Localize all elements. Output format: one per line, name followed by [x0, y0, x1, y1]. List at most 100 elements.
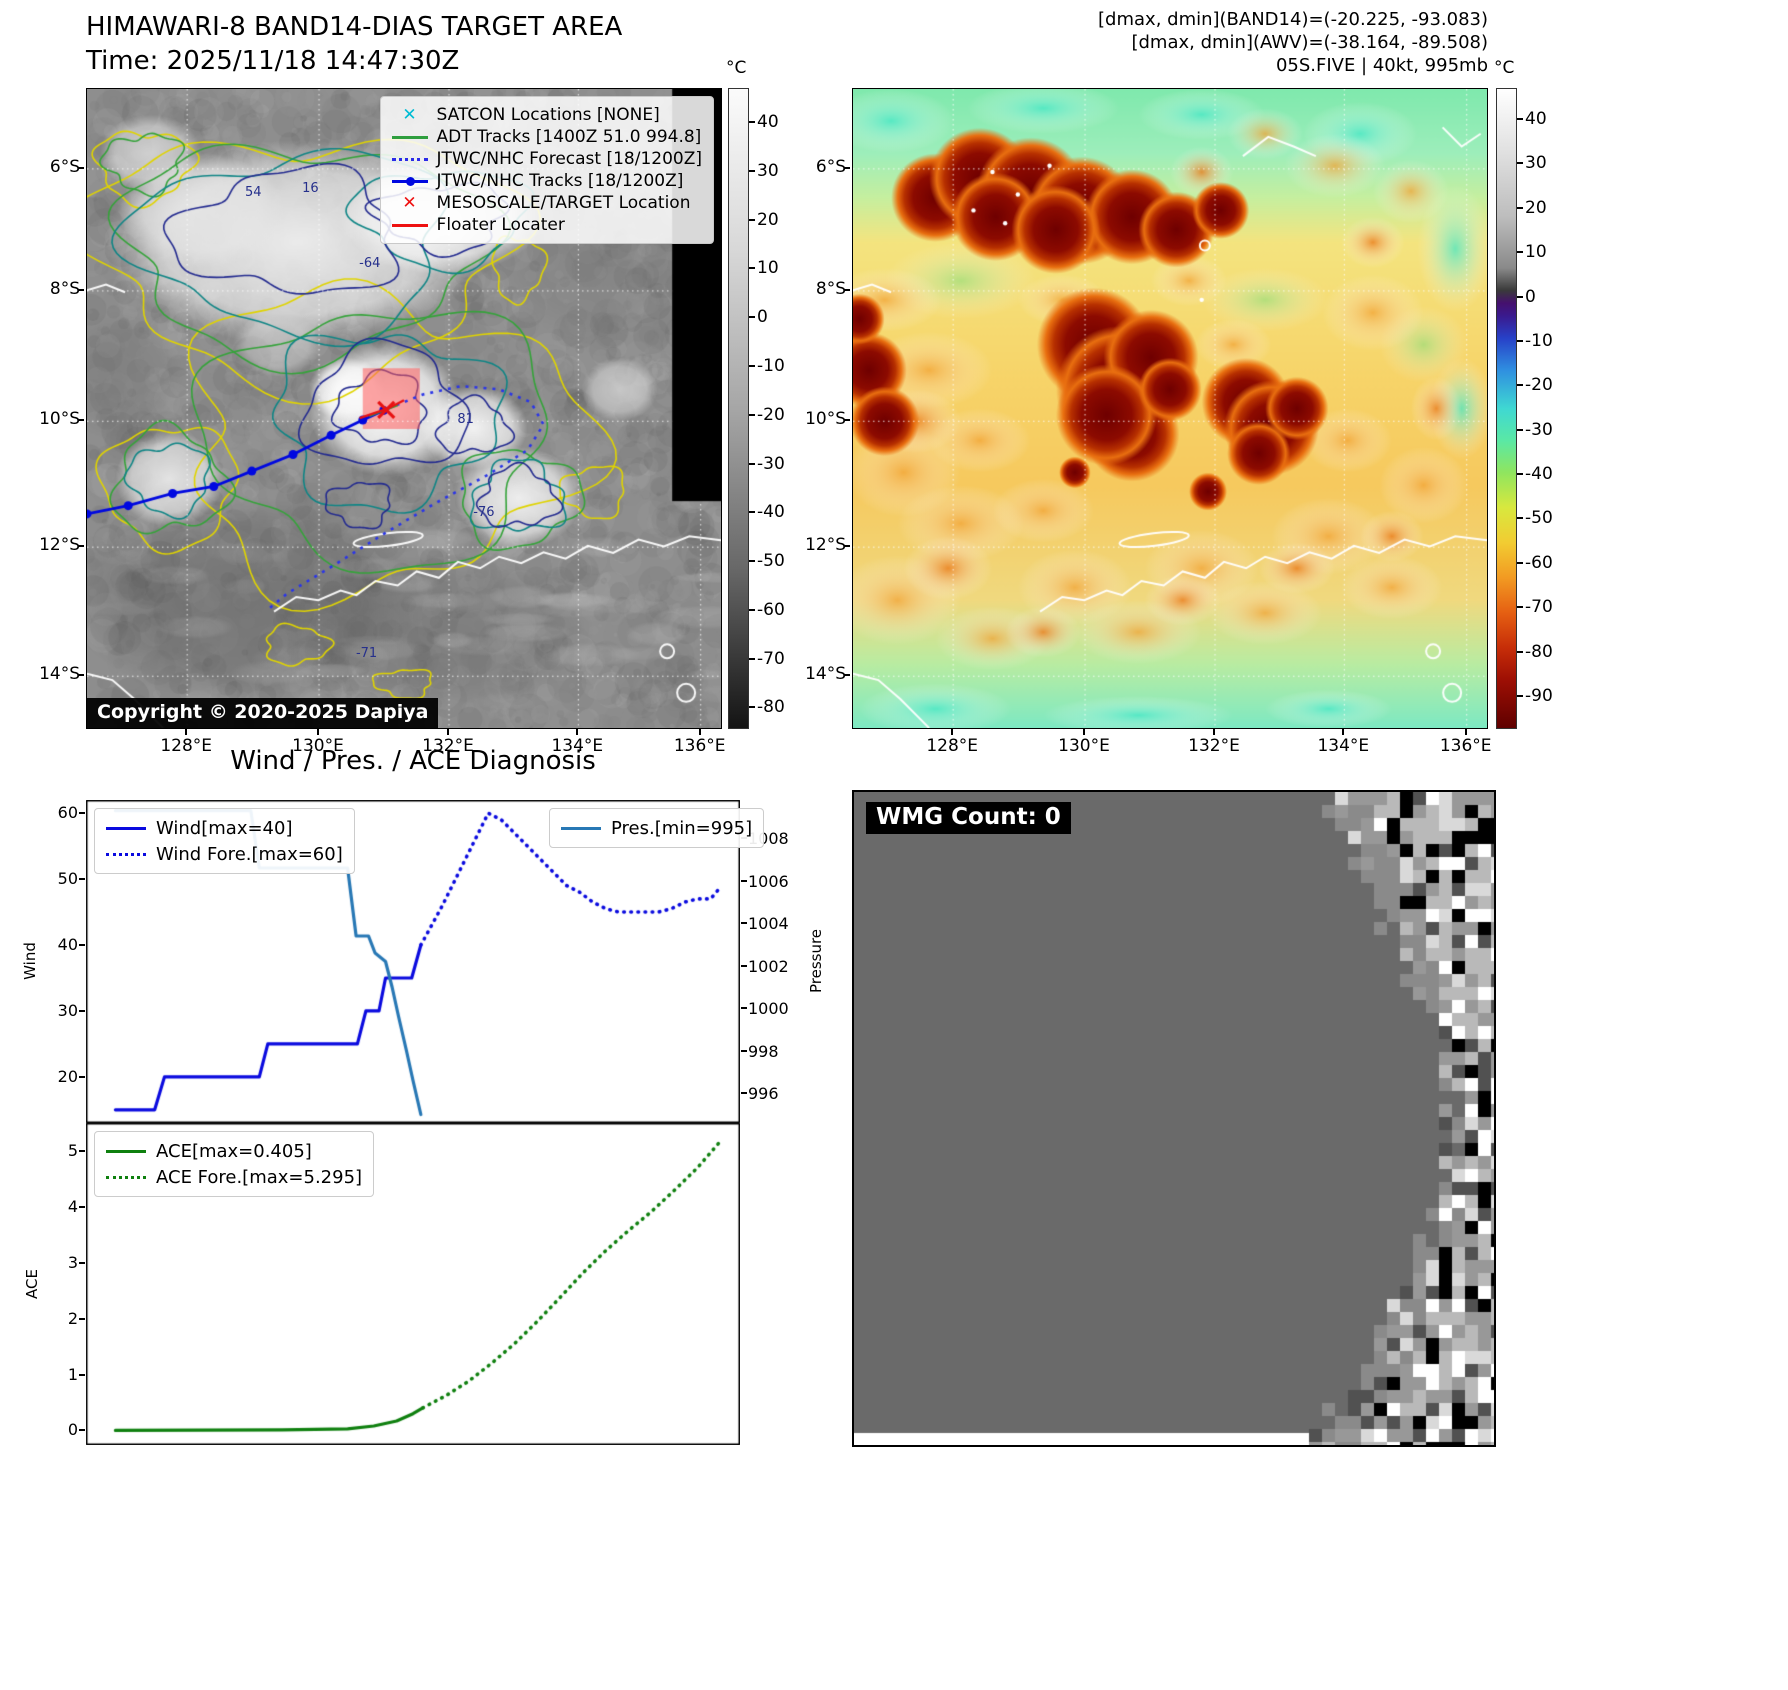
dmax-dmin-band14-text: [dmax, dmin](BAND14)=(-20.225, -93.083) [1098, 9, 1488, 30]
axis-tick-label: -70 [1525, 597, 1553, 618]
legend-item: ACE[max=0.405] [106, 1138, 362, 1164]
axis-tick-label: 50 [57, 869, 78, 889]
axis-tick-label: -70 [757, 648, 785, 669]
wind-legend: Wind[max=40] Wind Fore.[max=60] [94, 808, 355, 874]
axis-tick-mark [1517, 162, 1523, 165]
axis-tick-mark [749, 267, 755, 270]
axis-tick-label: 128°E [160, 736, 213, 756]
axis-tick-label: 6°S [815, 156, 846, 177]
axis-tick-mark [78, 166, 84, 169]
axis-tick-label: -60 [1525, 552, 1553, 573]
axis-tick-label: 1 [67, 1364, 78, 1384]
axis-tick-mark [1517, 295, 1523, 298]
axis-tick-label: 130°E [1058, 736, 1110, 756]
pressure-legend: Pres.[min=995] [549, 808, 765, 848]
axis-tick-mark [79, 878, 85, 881]
band14-legend: ✕ SATCON Locations [NONE] ADT Tracks [1400… [379, 96, 714, 244]
axis-tick-label: 996 [748, 1084, 779, 1104]
axis-tick-mark [78, 674, 84, 677]
line-icon [106, 820, 146, 836]
axis-tick-label: 20 [757, 209, 779, 230]
legend-item: ADT Tracks [1400Z 51.0 994.8] [391, 126, 702, 148]
axis-tick-mark [1464, 729, 1467, 735]
axis-tick-label: 12°S [39, 535, 80, 556]
legend-item: JTWC/NHC Tracks [18/1200Z] [391, 170, 702, 192]
awv-map [852, 88, 1488, 729]
axis-tick-label: 1006 [748, 871, 789, 891]
axis-tick-mark [749, 511, 755, 514]
axis-tick-label: 998 [748, 1041, 779, 1061]
axis-tick-mark [79, 1261, 85, 1264]
legend-item: Floater Locater [391, 214, 702, 236]
axis-tick-label: 2 [67, 1308, 78, 1328]
wmg-panel: WMG Count: 0 [852, 790, 1496, 1447]
axis-tick-label: 1000 [748, 999, 789, 1019]
legend-item-label: ADT Tracks [1400Z 51.0 994.8] [436, 127, 702, 147]
axis-tick-mark [749, 218, 755, 221]
axis-tick-label: 0 [1525, 286, 1536, 307]
dotted-line-icon [106, 846, 146, 862]
legend-item-label: ACE Fore.[max=5.295] [156, 1166, 363, 1188]
legend-item-label: Wind Fore.[max=60] [156, 843, 343, 865]
axis-tick-mark [1517, 694, 1523, 697]
axis-tick-label: -20 [757, 404, 785, 425]
axis-tick-mark [749, 316, 755, 319]
axis-tick-mark [1517, 251, 1523, 254]
axis-tick-label: 0 [757, 307, 768, 328]
axis-tick-label: 134°E [1317, 736, 1370, 756]
awv-satellite-canvas [853, 89, 1487, 728]
axis-tick-label: 10 [757, 258, 779, 279]
wmg-canvas [854, 792, 1494, 1445]
axis-tick-mark [749, 121, 755, 124]
axis-tick-mark [741, 1092, 747, 1095]
axis-tick-label: 60 [57, 803, 78, 823]
contour-value-label: -64 [359, 255, 381, 271]
axis-tick-mark [78, 419, 84, 422]
line-icon [106, 1143, 146, 1159]
axis-tick-mark [79, 1075, 85, 1078]
axis-tick-mark [1517, 650, 1523, 653]
axis-tick-mark [1213, 729, 1215, 735]
axis-tick-label: 12°S [805, 535, 846, 556]
copyright-label: Copyright © 2020-2025 Dapiya [87, 698, 439, 728]
axis-tick-mark [749, 365, 755, 368]
axis-tick-mark [844, 545, 850, 548]
axis-tick-label: 136°E [673, 736, 726, 756]
axis-tick-mark [1517, 428, 1523, 431]
axis-tick-mark [576, 729, 579, 735]
axis-tick-label: 6°S [49, 156, 80, 177]
legend-item: Wind[max=40] [106, 815, 343, 841]
axis-tick-mark [1517, 561, 1523, 564]
axis-tick-label: 40 [57, 935, 78, 955]
legend-item-label: ACE[max=0.405] [156, 1140, 312, 1162]
awv-colorbar-unit: °C [1494, 58, 1515, 78]
axis-tick-label: -10 [757, 356, 785, 377]
legend-item-label: MESOSCALE/TARGET Location [436, 193, 691, 213]
axis-tick-label: -20 [1525, 375, 1553, 396]
axis-tick-mark [79, 1429, 85, 1432]
axis-tick-label: 20 [1525, 197, 1547, 218]
axis-tick-mark [749, 608, 755, 611]
axis-tick-mark [749, 706, 755, 709]
axis-tick-label: -50 [757, 551, 785, 572]
axis-tick-label: 134°E [551, 736, 604, 756]
axis-tick-label: -30 [757, 453, 785, 474]
axis-tick-label: 132°E [1188, 736, 1240, 756]
legend-item-label: JTWC/NHC Forecast [18/1200Z] [436, 149, 702, 169]
axis-tick-mark [1517, 206, 1523, 209]
axis-tick-label: 30 [757, 160, 779, 181]
axis-tick-mark [741, 1007, 747, 1010]
axis-tick-mark [447, 729, 449, 735]
axis-tick-mark [317, 729, 320, 735]
axis-tick-mark [79, 1205, 85, 1208]
axis-tick-label: 14°S [805, 664, 846, 685]
wind-axis-label: Wind [21, 942, 39, 980]
axis-tick-label: 130°E [292, 736, 344, 756]
axis-tick-label: -80 [1525, 641, 1553, 662]
axis-tick-mark [79, 944, 85, 947]
axis-tick-label: 30 [1525, 153, 1547, 174]
legend-item: Pres.[min=995] [561, 815, 752, 841]
line-icon [391, 217, 428, 233]
axis-tick-label: -50 [1525, 508, 1553, 529]
